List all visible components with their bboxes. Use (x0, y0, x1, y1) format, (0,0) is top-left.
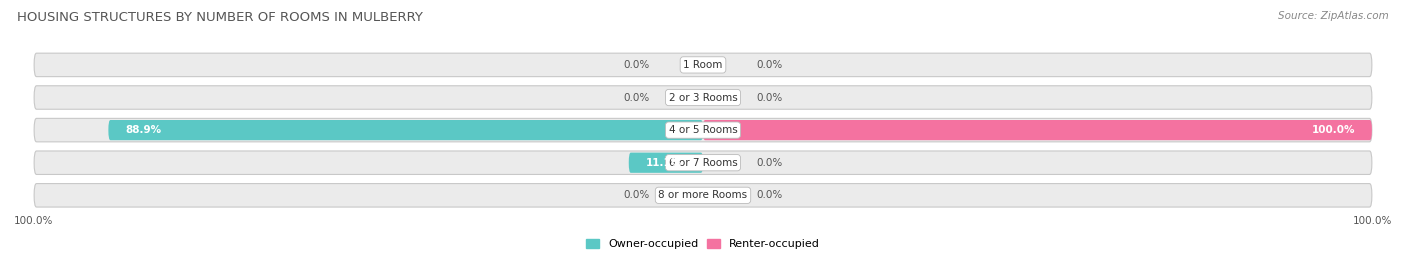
Text: 11.1%: 11.1% (645, 158, 682, 168)
Text: 0.0%: 0.0% (623, 190, 650, 200)
Text: 0.0%: 0.0% (623, 60, 650, 70)
FancyBboxPatch shape (34, 151, 1372, 174)
Text: 100.0%: 100.0% (1353, 216, 1392, 226)
Text: 6 or 7 Rooms: 6 or 7 Rooms (669, 158, 737, 168)
FancyBboxPatch shape (34, 53, 1372, 77)
FancyBboxPatch shape (34, 184, 1372, 207)
Legend: Owner-occupied, Renter-occupied: Owner-occupied, Renter-occupied (581, 235, 825, 254)
Text: 88.9%: 88.9% (125, 125, 162, 135)
Text: 100.0%: 100.0% (1312, 125, 1355, 135)
Text: 0.0%: 0.0% (756, 93, 783, 103)
FancyBboxPatch shape (628, 153, 703, 173)
Text: 2 or 3 Rooms: 2 or 3 Rooms (669, 93, 737, 103)
Text: 0.0%: 0.0% (756, 60, 783, 70)
Text: Source: ZipAtlas.com: Source: ZipAtlas.com (1278, 11, 1389, 21)
Text: 4 or 5 Rooms: 4 or 5 Rooms (669, 125, 737, 135)
Text: 100.0%: 100.0% (14, 216, 53, 226)
FancyBboxPatch shape (703, 120, 1372, 140)
FancyBboxPatch shape (108, 120, 703, 140)
Text: 0.0%: 0.0% (756, 158, 783, 168)
Text: HOUSING STRUCTURES BY NUMBER OF ROOMS IN MULBERRY: HOUSING STRUCTURES BY NUMBER OF ROOMS IN… (17, 11, 423, 24)
FancyBboxPatch shape (34, 86, 1372, 109)
Text: 0.0%: 0.0% (623, 93, 650, 103)
FancyBboxPatch shape (34, 118, 1372, 142)
Text: 1 Room: 1 Room (683, 60, 723, 70)
Text: 0.0%: 0.0% (756, 190, 783, 200)
Text: 8 or more Rooms: 8 or more Rooms (658, 190, 748, 200)
